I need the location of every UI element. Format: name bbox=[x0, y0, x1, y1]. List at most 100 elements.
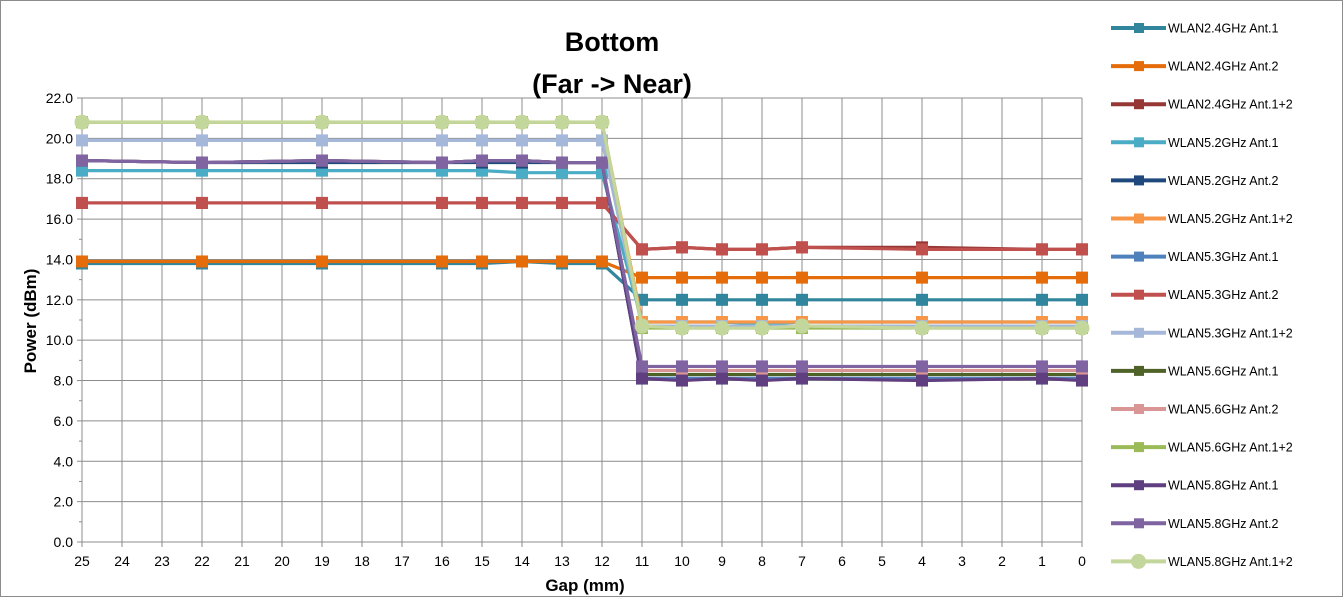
x-tick-label: 21 bbox=[234, 553, 250, 569]
y-tick-label: 18.0 bbox=[46, 171, 73, 187]
legend-entry: WLAN5.8GHz Ant.1+2 bbox=[1111, 553, 1293, 569]
legend-label: WLAN5.3GHz Ant.1+2 bbox=[1168, 326, 1293, 340]
legend-label: WLAN5.3GHz Ant.2 bbox=[1168, 288, 1279, 302]
legend-swatch-marker bbox=[1134, 365, 1144, 376]
data-point bbox=[916, 271, 928, 284]
x-tick-label: 6 bbox=[838, 553, 846, 569]
data-point bbox=[514, 114, 530, 130]
data-point bbox=[716, 360, 728, 373]
data-point bbox=[1076, 243, 1088, 256]
series-10 bbox=[76, 154, 1088, 377]
series-line bbox=[81, 158, 1083, 383]
data-point bbox=[716, 372, 728, 385]
x-tick-label: 13 bbox=[554, 553, 570, 569]
chart-title: Bottom bbox=[565, 27, 659, 57]
legend-entry: WLAN5.6GHz Ant.2 bbox=[1111, 403, 1279, 417]
data-point bbox=[516, 196, 528, 209]
data-point bbox=[756, 271, 768, 284]
legend-swatch-marker bbox=[1134, 442, 1144, 453]
series-line bbox=[81, 158, 1082, 373]
legend-label: WLAN2.4GHz Ant.1+2 bbox=[1168, 98, 1293, 112]
data-point bbox=[796, 372, 808, 385]
x-tick-label: 5 bbox=[878, 553, 886, 569]
y-tick-label: 4.0 bbox=[54, 453, 74, 469]
x-tick-label: 1 bbox=[1038, 553, 1046, 569]
y-tick-label: 12.0 bbox=[46, 292, 73, 308]
series-line bbox=[82, 120, 1082, 330]
data-point bbox=[716, 271, 728, 284]
legend-entry: WLAN5.2GHz Ant.1+2 bbox=[1111, 212, 1293, 226]
x-tick-label: 20 bbox=[274, 553, 290, 569]
data-point bbox=[476, 255, 488, 268]
data-point bbox=[436, 134, 448, 147]
y-tick-label: 14.0 bbox=[46, 251, 73, 267]
legend-swatch-marker bbox=[1134, 327, 1144, 338]
y-tick-label: 0.0 bbox=[54, 534, 74, 550]
data-point bbox=[476, 134, 488, 147]
data-point bbox=[316, 134, 328, 147]
data-point bbox=[796, 241, 808, 254]
legend-entry: WLAN5.3GHz Ant.1+2 bbox=[1111, 326, 1293, 340]
y-tick-label: 6.0 bbox=[54, 413, 74, 429]
data-point bbox=[914, 320, 930, 336]
x-tick-label: 2 bbox=[998, 553, 1006, 569]
series-line bbox=[82, 201, 1082, 251]
legend-entry: WLAN5.2GHz Ant.2 bbox=[1111, 174, 1279, 188]
series-14 bbox=[74, 114, 1090, 336]
data-point bbox=[714, 320, 730, 336]
legend-label: WLAN5.3GHz Ant.1 bbox=[1168, 250, 1279, 264]
x-tick-label: 8 bbox=[758, 553, 766, 569]
data-point bbox=[796, 271, 808, 284]
gridlines bbox=[81, 97, 1083, 543]
data-point bbox=[196, 255, 208, 268]
data-point bbox=[316, 154, 328, 167]
data-point bbox=[1036, 243, 1048, 256]
data-point bbox=[556, 156, 568, 169]
series-line bbox=[82, 201, 1082, 251]
data-point bbox=[436, 255, 448, 268]
data-point bbox=[316, 255, 328, 268]
data-point bbox=[1036, 360, 1048, 373]
series-lines bbox=[74, 114, 1090, 387]
y-tick-label: 10.0 bbox=[46, 332, 73, 348]
legend-swatch-marker bbox=[1134, 137, 1144, 148]
legend: WLAN2.4GHz Ant.1 WLAN2.4GHz Ant.2 WLAN2.4G… bbox=[1111, 22, 1293, 569]
data-point bbox=[516, 134, 528, 147]
y-tick-label: 8.0 bbox=[54, 373, 74, 389]
data-point bbox=[716, 243, 728, 256]
legend-entry: WLAN5.8GHz Ant.1 bbox=[1111, 479, 1279, 493]
data-point bbox=[796, 293, 808, 306]
data-point bbox=[796, 360, 808, 373]
x-tick-label: 4 bbox=[918, 553, 926, 569]
data-point bbox=[636, 372, 648, 385]
chart-subtitle: (Far -> Near) bbox=[532, 69, 692, 99]
data-point bbox=[516, 154, 528, 167]
data-point bbox=[754, 320, 770, 336]
series-line bbox=[82, 138, 1082, 328]
data-point bbox=[196, 196, 208, 209]
data-point bbox=[596, 196, 608, 209]
data-point bbox=[194, 114, 210, 130]
data-point bbox=[716, 293, 728, 306]
data-point bbox=[1076, 374, 1088, 387]
x-tick-label: 0 bbox=[1078, 553, 1086, 569]
y-tick-label: 20.0 bbox=[46, 130, 73, 146]
data-point bbox=[76, 134, 88, 147]
legend-swatch-marker bbox=[1134, 289, 1144, 300]
series-4 bbox=[76, 154, 1088, 385]
legend-label: WLAN2.4GHz Ant.2 bbox=[1168, 60, 1279, 74]
legend-swatch-marker bbox=[1134, 99, 1144, 110]
data-point bbox=[434, 114, 450, 130]
data-point bbox=[676, 293, 688, 306]
legend-label: WLAN5.6GHz Ant.1+2 bbox=[1168, 441, 1293, 455]
data-point bbox=[476, 154, 488, 167]
legend-swatch-marker bbox=[1134, 518, 1144, 529]
legend-label: WLAN5.8GHz Ant.2 bbox=[1168, 517, 1279, 531]
data-point bbox=[556, 166, 568, 179]
series-line bbox=[82, 259, 1082, 302]
data-point bbox=[316, 196, 328, 209]
data-point bbox=[916, 243, 928, 256]
legend-swatch-marker bbox=[1134, 213, 1144, 224]
